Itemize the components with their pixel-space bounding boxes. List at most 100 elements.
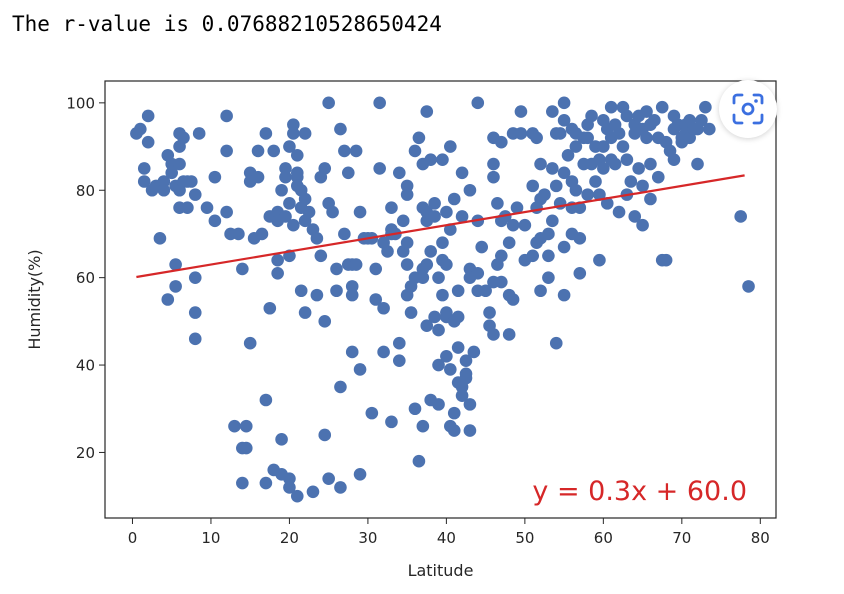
data-point — [251, 144, 265, 158]
data-point — [659, 253, 673, 267]
data-point — [487, 328, 500, 341]
data-point — [455, 166, 469, 180]
data-point — [475, 240, 489, 254]
data-point — [451, 341, 465, 354]
x-tick-label: 10 — [201, 529, 220, 547]
data-point — [239, 441, 253, 455]
data-point — [420, 258, 434, 271]
data-point — [573, 266, 587, 280]
data-point — [432, 323, 445, 337]
x-tick-label: 70 — [672, 529, 691, 547]
data-point — [491, 197, 504, 210]
data-point — [495, 275, 508, 289]
data-point — [353, 363, 367, 376]
data-point — [451, 310, 465, 324]
data-point — [412, 131, 426, 145]
y-axis-label: Humidity(%) — [25, 249, 44, 349]
data-point — [275, 433, 288, 446]
data-point — [228, 419, 241, 433]
data-point — [287, 127, 300, 140]
data-point — [436, 288, 449, 302]
data-point — [141, 135, 155, 149]
data-point — [597, 162, 610, 175]
data-point — [192, 127, 206, 140]
data-point — [239, 419, 253, 433]
data-point — [137, 162, 151, 175]
data-point — [345, 280, 359, 293]
data-point — [334, 122, 347, 136]
data-point — [640, 131, 653, 145]
data-point — [557, 240, 571, 254]
data-point — [581, 188, 594, 201]
data-point — [165, 166, 179, 180]
data-point — [695, 114, 708, 127]
data-point — [557, 114, 571, 127]
data-point — [628, 210, 642, 223]
data-points — [130, 96, 755, 503]
x-tick-label: 50 — [515, 529, 534, 547]
data-point — [400, 179, 414, 193]
data-point — [557, 96, 571, 110]
data-point — [644, 157, 657, 171]
y-tick-label: 80 — [76, 182, 95, 200]
data-point — [392, 166, 406, 180]
data-point — [557, 166, 571, 180]
axes-frame — [104, 80, 777, 519]
data-point — [428, 210, 441, 223]
data-point — [506, 218, 520, 232]
y-tick-label: 40 — [76, 357, 95, 375]
data-point — [141, 109, 155, 123]
data-point — [181, 201, 194, 215]
x-axis-ticks: 0 10 20 30 40 50 60 70 80 — [128, 518, 770, 547]
data-point — [495, 249, 508, 263]
data-point — [377, 345, 390, 359]
data-point — [624, 175, 638, 188]
data-point — [330, 262, 343, 276]
visual-search-button[interactable] — [719, 80, 777, 138]
data-point — [404, 306, 418, 319]
data-point — [137, 175, 151, 188]
data-point — [408, 144, 422, 158]
data-point — [655, 100, 669, 114]
data-point — [542, 271, 555, 284]
data-point — [392, 354, 406, 367]
data-point — [455, 389, 469, 402]
data-point — [318, 428, 332, 442]
data-point — [373, 96, 386, 110]
data-point — [542, 227, 555, 241]
data-point — [691, 157, 704, 171]
data-point — [526, 249, 540, 263]
data-point — [220, 109, 233, 123]
data-point — [526, 179, 540, 193]
data-point — [440, 350, 453, 363]
data-point — [612, 205, 626, 219]
data-point — [471, 266, 485, 280]
data-point — [451, 284, 465, 298]
data-point — [644, 192, 657, 206]
data-point — [557, 288, 571, 302]
data-point — [412, 454, 426, 468]
data-point — [345, 345, 359, 359]
data-point — [428, 197, 441, 210]
data-point — [444, 140, 457, 153]
data-point — [173, 157, 186, 171]
y-tick-label: 20 — [76, 444, 95, 462]
data-point — [495, 135, 508, 149]
data-point — [561, 148, 575, 162]
data-point — [463, 183, 477, 197]
data-point — [416, 271, 430, 284]
data-point — [290, 166, 304, 180]
x-tick-label: 80 — [751, 529, 770, 547]
data-point — [200, 201, 214, 215]
data-point — [298, 306, 312, 319]
data-point — [440, 258, 453, 271]
data-point — [530, 131, 543, 145]
data-point — [432, 271, 445, 284]
data-point — [259, 127, 273, 140]
data-point — [334, 380, 347, 394]
data-point — [220, 144, 233, 158]
data-point — [188, 332, 202, 346]
data-point — [604, 100, 618, 114]
data-point — [667, 153, 681, 166]
data-point — [349, 144, 363, 158]
